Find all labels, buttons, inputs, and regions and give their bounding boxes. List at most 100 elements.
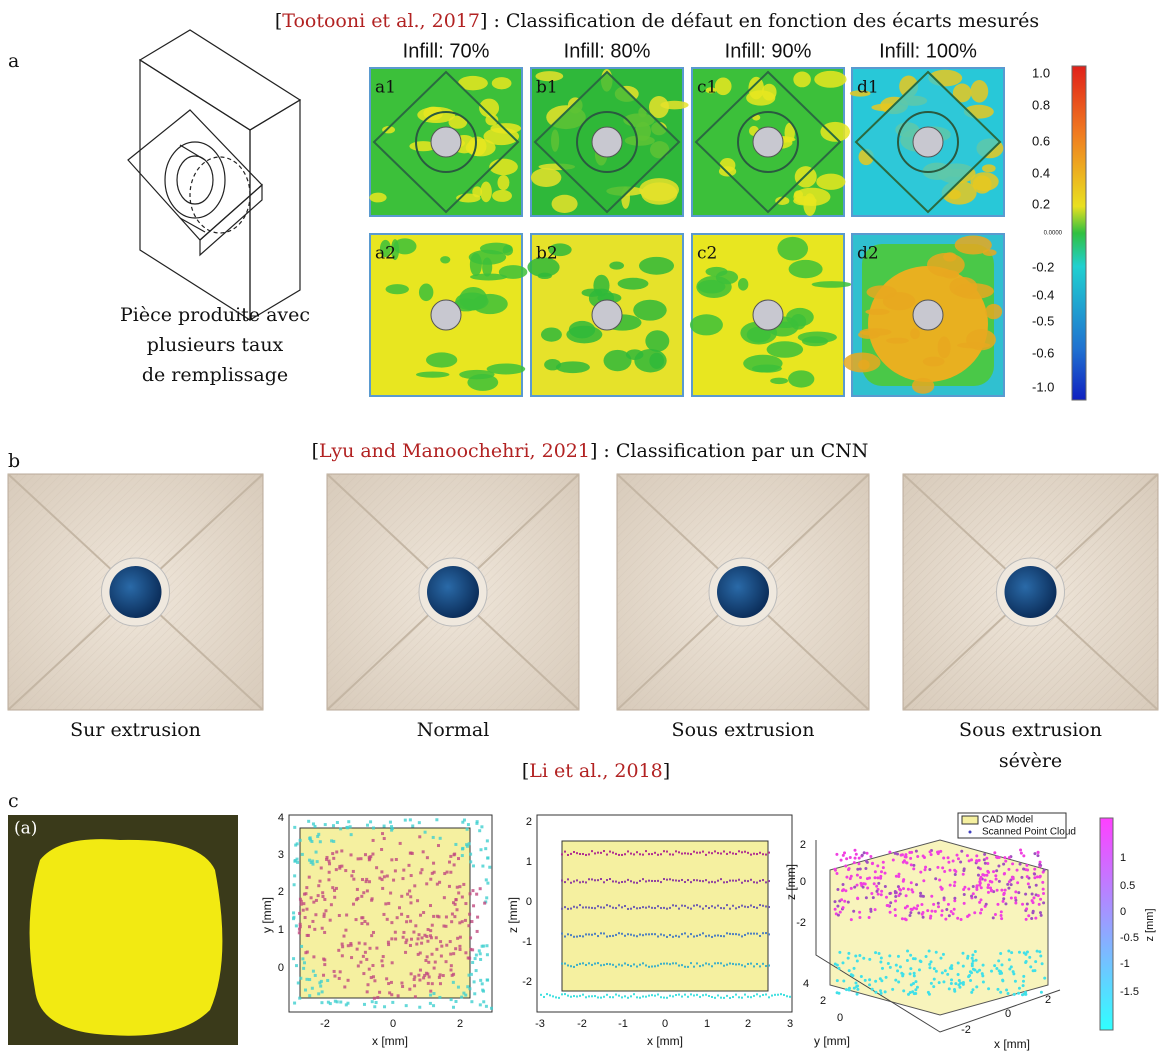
scan-point — [835, 979, 839, 983]
scan-point — [902, 989, 906, 993]
scan-point — [938, 878, 942, 882]
scan-point — [717, 904, 719, 907]
scan-point — [744, 905, 746, 908]
scan-point — [702, 850, 704, 853]
map-blob — [648, 95, 669, 119]
scan-point — [846, 956, 850, 960]
scan-point — [920, 894, 924, 898]
scan-point — [485, 944, 489, 948]
scan-point — [762, 853, 764, 856]
scan-point — [582, 906, 584, 909]
scan-point — [871, 896, 875, 900]
scan-point — [983, 878, 987, 882]
scan-point — [484, 1004, 488, 1008]
scan-point — [962, 867, 966, 871]
x-tick-label: -3 — [535, 1018, 545, 1030]
scan-point — [322, 912, 326, 916]
scan-point — [645, 906, 647, 909]
scan-point — [460, 995, 464, 999]
scan-point — [585, 881, 587, 884]
scan-point — [741, 935, 743, 938]
scan-point — [940, 971, 944, 975]
scan-point — [381, 886, 385, 890]
scan-point — [833, 867, 837, 871]
scan-point — [995, 966, 999, 970]
scan-point — [401, 877, 405, 881]
scan-point — [948, 966, 952, 970]
heading-text: [ — [522, 760, 529, 782]
scan-point — [407, 863, 411, 867]
scan-point — [381, 955, 385, 959]
map-blob — [715, 270, 739, 285]
scan-point — [645, 933, 647, 936]
scan-point — [912, 982, 916, 986]
scan-point — [1007, 867, 1011, 871]
scan-point — [452, 901, 456, 905]
scan-point — [319, 979, 323, 983]
scan-point — [298, 911, 302, 915]
scan-point — [642, 995, 644, 998]
scan-point — [306, 933, 310, 937]
scan-point — [322, 914, 326, 918]
scan-point — [986, 885, 990, 889]
scan-point — [597, 962, 599, 965]
scan-point — [567, 907, 569, 910]
scan-point — [380, 847, 384, 851]
scan-point — [934, 877, 938, 881]
scan-point — [453, 915, 457, 919]
scan-point — [970, 858, 974, 862]
map-hole — [430, 126, 462, 158]
scan-point — [552, 995, 554, 998]
scan-point — [401, 985, 405, 989]
scan-point — [684, 993, 686, 996]
scan-point — [1025, 863, 1029, 867]
scan-point — [891, 987, 895, 991]
scan-point — [675, 994, 677, 997]
scan-point — [879, 893, 883, 897]
scan-point — [423, 830, 427, 834]
scan-point — [735, 852, 737, 855]
map-blob — [482, 257, 493, 277]
scan-point — [657, 935, 659, 938]
scan-point — [923, 868, 927, 872]
scan-point — [869, 855, 873, 859]
scan-point — [926, 990, 930, 994]
map-blob — [479, 98, 500, 118]
scan-point — [849, 874, 853, 878]
scan-point — [879, 956, 883, 960]
scan-point — [393, 930, 397, 934]
scan-point — [624, 995, 626, 998]
scan-point — [408, 889, 412, 893]
scan-point — [714, 906, 716, 909]
scan-point — [447, 884, 451, 888]
scan-point — [672, 904, 674, 907]
scan-point — [756, 993, 758, 996]
colorbar-label: 0.5 — [1120, 880, 1135, 892]
scan-point — [920, 912, 924, 916]
scan-point — [867, 915, 871, 919]
scan-point — [762, 879, 764, 882]
colorbar-label: 0.8 — [1032, 97, 1050, 112]
scan-point — [458, 935, 462, 939]
scan-point — [876, 892, 880, 896]
scan-point — [1013, 896, 1017, 900]
scan-point — [669, 853, 671, 856]
scan-point — [295, 857, 299, 861]
map-blob — [922, 356, 945, 367]
scan-point — [1030, 892, 1034, 896]
scan-point — [675, 904, 677, 907]
scan-point — [928, 966, 932, 970]
scan-point — [862, 956, 866, 960]
scan-point — [319, 866, 323, 870]
scan-point — [393, 869, 397, 873]
scan-point — [633, 934, 635, 937]
scan-point — [705, 853, 707, 856]
scan-point — [687, 965, 689, 968]
scan-point — [408, 943, 412, 947]
map-blob — [910, 328, 920, 340]
scan-point — [354, 918, 358, 922]
scan-point — [917, 968, 921, 972]
scan-point — [327, 859, 331, 863]
scan-point — [880, 979, 884, 983]
scan-point — [948, 883, 952, 887]
